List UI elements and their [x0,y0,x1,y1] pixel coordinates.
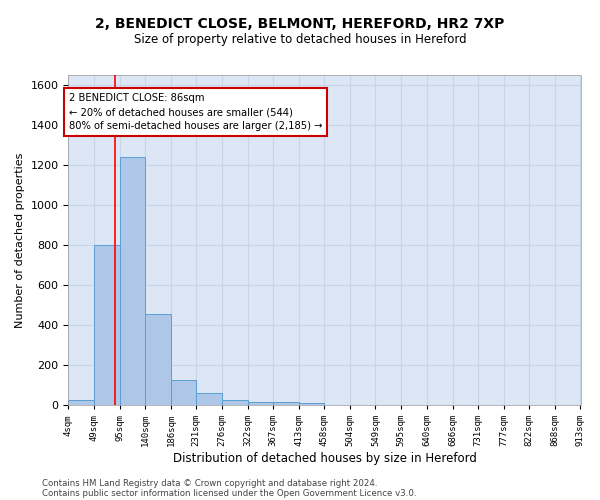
Bar [68,400,94,405]
Bar [94,245,119,405]
Bar [299,403,324,405]
Bar [248,402,273,405]
Text: Contains public sector information licensed under the Open Government Licence v3: Contains public sector information licen… [42,488,416,498]
Text: 2 BENEDICT CLOSE: 86sqm
← 20% of detached houses are smaller (544)
80% of semi-d: 2 BENEDICT CLOSE: 86sqm ← 20% of detache… [69,93,322,131]
Bar [221,400,248,405]
Bar [171,380,196,405]
Bar [196,393,221,405]
Text: Size of property relative to detached houses in Hereford: Size of property relative to detached ho… [134,32,466,46]
Bar [273,402,299,405]
Text: 2, BENEDICT CLOSE, BELMONT, HEREFORD, HR2 7XP: 2, BENEDICT CLOSE, BELMONT, HEREFORD, HR… [95,18,505,32]
Bar [119,157,145,405]
X-axis label: Distribution of detached houses by size in Hereford: Distribution of detached houses by size … [173,452,476,465]
Bar [145,314,171,405]
Y-axis label: Number of detached properties: Number of detached properties [15,152,25,328]
Text: Contains HM Land Registry data © Crown copyright and database right 2024.: Contains HM Land Registry data © Crown c… [42,478,377,488]
